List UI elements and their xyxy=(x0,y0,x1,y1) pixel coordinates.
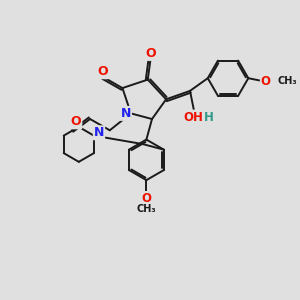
Text: O: O xyxy=(145,47,156,60)
Text: N: N xyxy=(94,126,104,139)
Text: CH₃: CH₃ xyxy=(277,76,297,86)
Text: N: N xyxy=(121,107,131,120)
Text: H: H xyxy=(204,111,214,124)
Text: CH₃: CH₃ xyxy=(136,204,156,214)
Text: O: O xyxy=(98,65,108,78)
Text: OH: OH xyxy=(183,111,203,124)
Text: O: O xyxy=(141,192,152,205)
Text: O: O xyxy=(261,74,271,88)
Text: O: O xyxy=(71,115,81,128)
